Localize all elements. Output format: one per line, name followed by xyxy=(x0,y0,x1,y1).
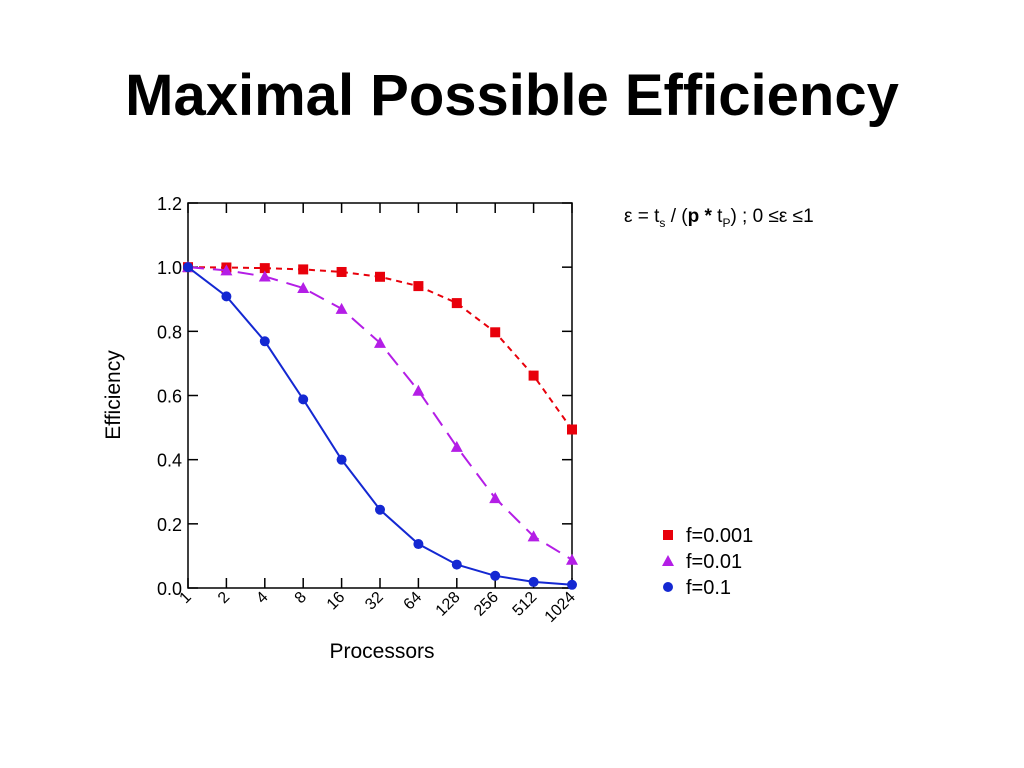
data-point xyxy=(412,384,425,396)
efficiency-formula: ε = ts / (p * tP) ; 0 ≤ε ≤1 xyxy=(624,206,814,230)
data-point xyxy=(297,282,310,294)
legend-marker xyxy=(662,555,674,566)
y-tick-label: 0.8 xyxy=(157,322,182,342)
x-tick-label: 32 xyxy=(362,589,387,614)
axis-ticks: 0.0 0.2 0.4 0.6 0.8 1.0 1.2 1 2 4 8 16 32 64 128 256 512… xyxy=(157,194,579,626)
formula-rest: ) ; 0 ≤ε ≤1 xyxy=(730,206,814,227)
x-tick-label: 4 xyxy=(253,589,271,607)
legend-marker xyxy=(663,582,673,592)
data-point xyxy=(375,271,385,282)
x-tick-label: 8 xyxy=(292,589,310,607)
x-tick-label: 1024 xyxy=(542,589,579,626)
legend-marker xyxy=(663,530,673,540)
data-point xyxy=(259,336,270,347)
y-tick-label: 0.6 xyxy=(157,387,182,407)
data-point xyxy=(567,424,577,435)
x-tick-label: 2 xyxy=(215,589,233,607)
formula-mid: / ( xyxy=(665,206,688,227)
data-point xyxy=(451,298,462,309)
data-point xyxy=(298,394,309,405)
data-point xyxy=(413,539,424,550)
series-f=0.01 xyxy=(182,261,578,565)
data-point xyxy=(413,281,424,292)
plot-frame xyxy=(187,202,573,589)
data-point xyxy=(259,263,270,274)
y-tick-label: 1.2 xyxy=(157,194,182,214)
plot-border xyxy=(187,202,573,589)
y-tick-label: 0.0 xyxy=(157,579,182,599)
slide-title: Maximal Possible Efficiency xyxy=(125,63,899,128)
legend: f=0.001 f=0.01 f=0.1 xyxy=(662,525,753,599)
series-line xyxy=(187,266,573,561)
data-point xyxy=(258,270,271,282)
formula-eq: = t xyxy=(632,206,660,227)
series-f=0.1 xyxy=(183,262,577,590)
y-tick-label: 0.4 xyxy=(157,451,182,471)
series-f=0.001 xyxy=(183,262,577,435)
formula-t: t xyxy=(711,206,723,227)
x-tick-label: 16 xyxy=(324,589,349,614)
y-tick-label: 1.0 xyxy=(157,258,182,278)
legend-label: f=0.001 xyxy=(686,525,753,547)
formula-epsilon: ε xyxy=(624,206,633,227)
data-point xyxy=(450,440,463,452)
data-point xyxy=(335,302,348,314)
x-tick-label: 512 xyxy=(510,589,541,620)
series-layer xyxy=(182,261,578,590)
x-tick-label: 128 xyxy=(433,589,464,620)
data-point xyxy=(527,530,540,542)
x-tick-label: 64 xyxy=(401,589,426,614)
data-point xyxy=(490,327,501,338)
formula-p-bold: p * xyxy=(687,206,712,227)
data-point xyxy=(451,559,462,570)
series-line xyxy=(187,266,573,431)
formula-s-sub: s xyxy=(659,215,666,230)
legend-label: f=0.1 xyxy=(686,577,731,599)
y-axis-label: Efficiency xyxy=(102,350,125,440)
data-point xyxy=(220,264,233,276)
data-point xyxy=(528,576,539,587)
data-point xyxy=(489,492,502,504)
data-point xyxy=(336,454,347,465)
y-tick-label: 0.2 xyxy=(157,515,182,535)
data-point xyxy=(183,262,193,273)
data-point xyxy=(374,336,386,348)
x-axis-label: Processors xyxy=(329,640,434,663)
legend-label: f=0.01 xyxy=(686,551,742,573)
data-point xyxy=(221,291,232,302)
x-tick-label: 1 xyxy=(177,589,195,607)
data-point xyxy=(375,504,385,515)
series-line xyxy=(187,266,573,586)
x-tick-label: 256 xyxy=(471,589,502,620)
formula-P-sub: P xyxy=(722,215,731,230)
data-point xyxy=(336,266,347,277)
data-point xyxy=(566,553,578,565)
data-point xyxy=(298,264,309,275)
data-point xyxy=(490,570,501,581)
data-point xyxy=(528,370,539,381)
data-point xyxy=(567,579,577,590)
